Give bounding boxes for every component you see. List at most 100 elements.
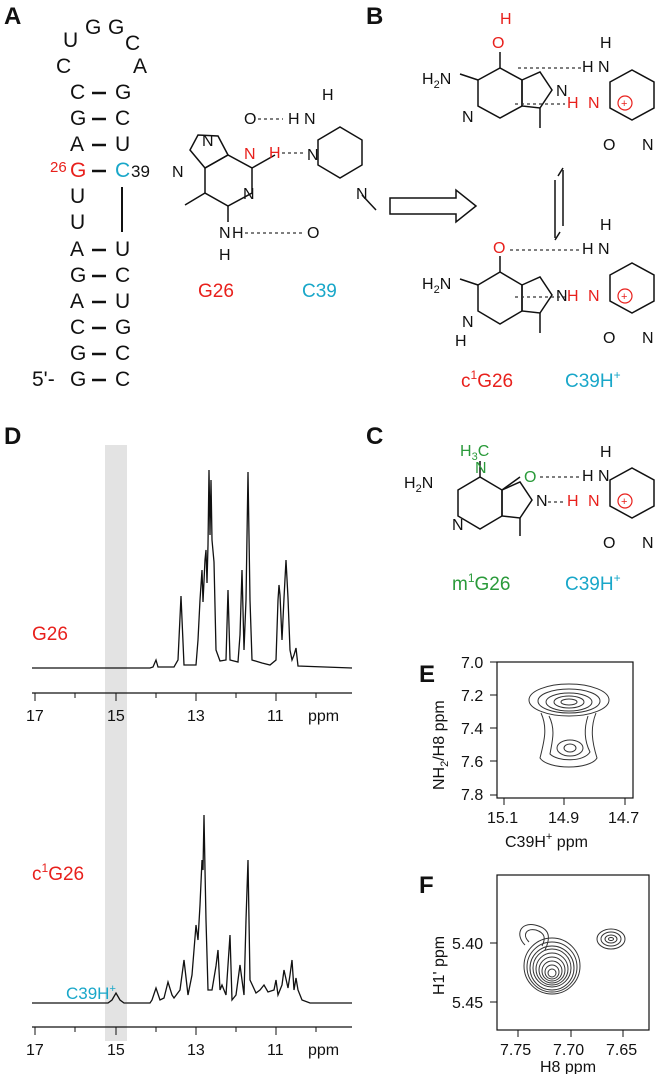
atom-h2n-bottom: H2N — [422, 276, 451, 296]
f-xlabel: H8 ppm — [540, 1059, 596, 1074]
atom-n1-bottom: N — [642, 330, 654, 347]
atom-h4-top: H — [600, 35, 612, 52]
conversion-arrow — [389, 188, 478, 224]
atom-h3-m: H — [567, 493, 579, 510]
right-nt-6: C — [115, 264, 130, 287]
label-c39: C39 — [302, 281, 337, 302]
tick-top-11: 11 — [267, 708, 284, 725]
panel-label-c: C — [366, 423, 383, 450]
spectrum-c1g26 — [32, 814, 352, 1004]
atom-o-keto: O — [493, 240, 505, 257]
shaded-region — [105, 445, 127, 1041]
unit-top-ppm: ppm — [308, 708, 339, 725]
loop-nt-g1: G — [85, 16, 101, 39]
residue-number-39: 39 — [131, 162, 150, 181]
atom-hn-m: H — [582, 468, 594, 485]
tick-top-13: 13 — [187, 708, 205, 725]
atom-h2n-m: H2N — [404, 475, 433, 495]
atom-n-bottom-5ring: N — [556, 288, 568, 305]
atom-h3-top: H — [567, 95, 579, 112]
atom-o2-c: O — [307, 225, 319, 242]
plus-charge-bottom: + — [621, 291, 627, 303]
panel-f-axes: 5.40 5.45 7.75 7.70 7.65 H8 ppm H1' ppm — [431, 874, 650, 1074]
left-nt-g26: G — [70, 159, 86, 182]
left-nt-11: G — [70, 342, 86, 365]
atom-n3-bottom: N — [588, 288, 600, 305]
right-nt-3: U — [115, 133, 130, 156]
right-nt-2: C — [115, 107, 130, 130]
f-xtick-3: 7.65 — [606, 1042, 637, 1059]
atom-o2-m: O — [603, 535, 615, 552]
panel-e-contours — [528, 683, 610, 768]
left-nt-2: G — [70, 107, 86, 130]
atom-h4-m: H — [600, 444, 612, 461]
c1g26-enol-structure: H2N N O H N H N H H N + O N — [422, 11, 655, 154]
atom-o-enol: O — [492, 35, 504, 52]
label-c39h-c: C39H+ — [565, 571, 621, 595]
panel-label-a: A — [4, 3, 21, 30]
atom-n2-g: N — [219, 225, 231, 242]
tick-top-15: 15 — [107, 708, 125, 725]
left-nt-5: U — [70, 185, 85, 208]
panel-label-b: B — [366, 3, 383, 30]
spectrum-label-c1g26: c1G26 — [32, 861, 84, 885]
f-ylabel: H1' ppm — [431, 936, 448, 995]
panel-label-d: D — [4, 423, 21, 450]
atom-n-top-5ring: N — [556, 83, 568, 100]
spectrum-bottom-axis: 17 15 13 11 ppm — [26, 1026, 352, 1059]
e-ylabel: NH2/H8 ppm — [431, 700, 451, 790]
m1g26-structure: H3C N O H2N N N H N H H N + O N — [404, 443, 655, 552]
e-xtick-2: 14.9 — [548, 810, 579, 827]
atom-n9-g: N — [172, 164, 184, 181]
atom-n3-c: N — [307, 147, 319, 164]
atom-n7-m: N — [536, 493, 548, 510]
c1g26-keto-structure: H2N N H O N H N H H N + O N — [422, 217, 655, 350]
e-ytick-4: 7.6 — [461, 754, 483, 771]
atom-ch3: H3C — [460, 443, 489, 463]
atom-n1-m-c: N — [642, 535, 654, 552]
atom-h3-bottom: H — [567, 288, 579, 305]
atom-n4-bottom: N — [598, 241, 610, 258]
loop-nt-a: A — [133, 55, 147, 78]
e-ytick-2: 7.2 — [461, 688, 483, 705]
atom-n3-m-c: N — [588, 493, 600, 510]
plus-charge-top: + — [621, 98, 627, 110]
atom-hn-top: H — [582, 59, 594, 76]
right-nt-1: G — [115, 81, 131, 104]
atom-h1-g: H — [269, 145, 281, 162]
rna-hairpin: U G G C C A C G A G U U A G A C G G 5'- … — [32, 16, 150, 391]
e-ytick-5: 7.8 — [461, 787, 483, 804]
panel-e-axes: 7.0 7.2 7.4 7.6 7.8 15.1 14.9 14.7 C39H+… — [431, 655, 639, 851]
label-c39h-b: C39H+ — [565, 368, 621, 392]
left-nt-6: U — [70, 211, 85, 234]
left-nt-1: C — [70, 81, 85, 104]
atom-h-bottom-ring: H — [455, 333, 467, 350]
atom-h4-c: H — [322, 87, 334, 104]
atom-n1-m: N — [475, 460, 487, 477]
label-g26: G26 — [198, 281, 234, 302]
right-nt-5: U — [115, 238, 130, 261]
left-nt-8: G — [70, 264, 86, 287]
tick-top-17: 17 — [26, 708, 44, 725]
e-ytick-1: 7.0 — [461, 655, 483, 672]
left-nt-3: A — [70, 133, 84, 156]
panel-f-contours — [519, 924, 626, 995]
five-prime-label: 5'- — [32, 368, 55, 391]
tick-bot-15: 15 — [107, 1042, 125, 1059]
spectrum-label-g26: G26 — [32, 624, 68, 645]
loop-nt-g2: G — [108, 16, 124, 39]
e-ytick-3: 7.4 — [461, 721, 483, 738]
unit-bot-ppm: ppm — [308, 1042, 339, 1059]
atom-n-top-ring: N — [462, 109, 474, 126]
right-nt-9: C — [115, 342, 130, 365]
right-nt-7: U — [115, 290, 130, 313]
atom-hn-bottom: H — [582, 241, 594, 258]
atom-o6-g: O — [244, 111, 256, 128]
atom-n3-m: N — [452, 517, 464, 534]
base-pair-bars — [92, 91, 123, 382]
atom-n4-top: N — [598, 59, 610, 76]
left-nt-9: A — [70, 290, 84, 313]
left-nt-12: G — [70, 368, 86, 391]
atom-h4-bottom: H — [600, 217, 612, 234]
